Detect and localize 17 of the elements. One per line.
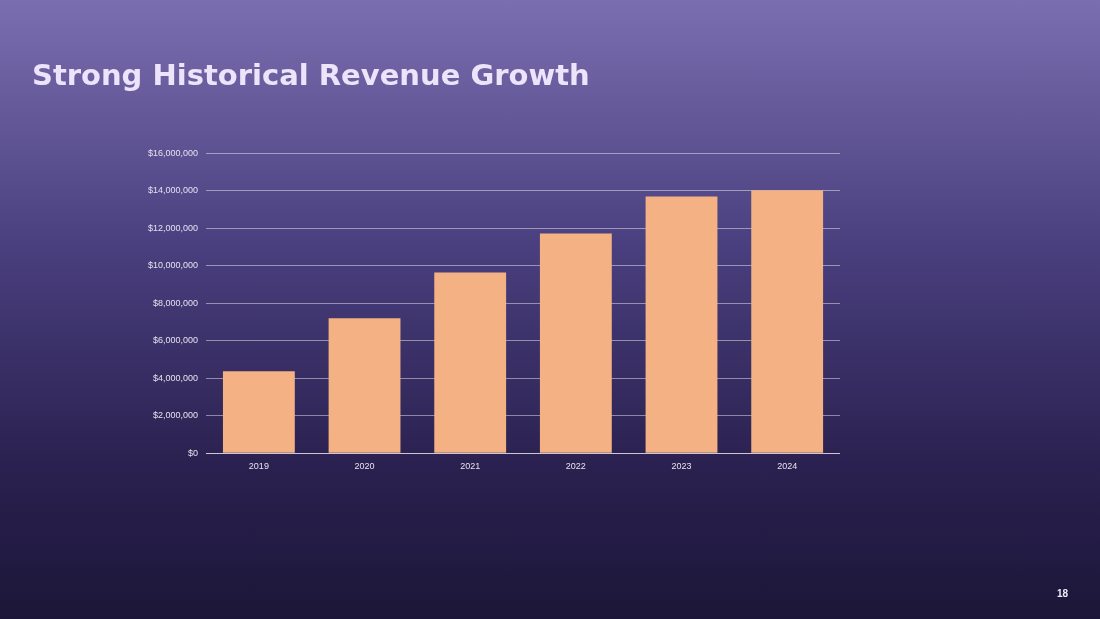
x-tick-label: 2022 xyxy=(565,461,586,472)
y-tick-label: $14,000,000 xyxy=(147,185,199,196)
y-tick-label: $16,000,000 xyxy=(147,147,199,158)
x-tick-label: 2020 xyxy=(354,461,375,472)
x-tick-label: 2024 xyxy=(777,461,798,472)
text: 18 xyxy=(1056,588,1068,599)
x-tick-label: 2021 xyxy=(460,461,481,472)
x-tick-label: 2019 xyxy=(248,461,269,472)
y-tick-label: $4,000,000 xyxy=(153,372,199,383)
chart-title: Strong Historical Revenue Growth xyxy=(32,58,590,92)
y-tick-label: $6,000,000 xyxy=(153,335,199,346)
x-tick-label: 2023 xyxy=(671,461,692,472)
y-tick-label: $10,000,000 xyxy=(147,260,199,271)
y-tick-label: $0 xyxy=(188,447,199,458)
y-tick-label: $12,000,000 xyxy=(147,222,199,233)
y-tick-label: $2,000,000 xyxy=(153,410,199,421)
y-tick-label: $8,000,000 xyxy=(153,297,199,308)
